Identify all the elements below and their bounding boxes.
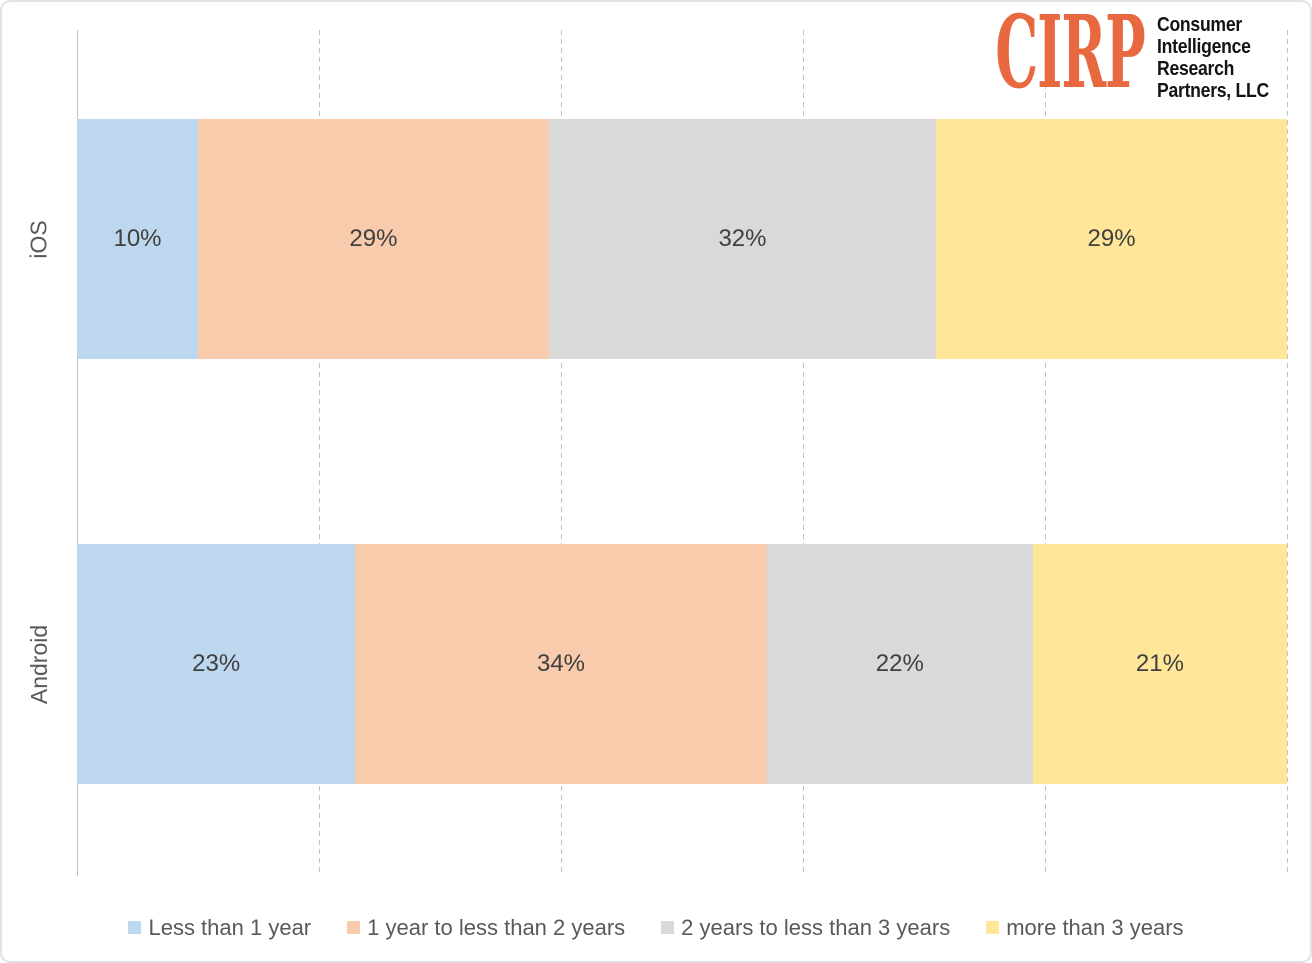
legend-label: Less than 1 year [148,915,312,940]
cirp-logo-company-line: Research [1156,58,1234,80]
cirp-logo-company-name: Consumer Intelligence Research Partners,… [1157,14,1269,102]
bar-value-label: 23% [192,650,241,677]
cirp-logo-company-line: Intelligence [1156,36,1251,58]
legend: Less than 1 year 1 year to less than 2 ye… [2,910,1310,946]
category-label-ios: iOS [2,119,77,359]
bar-segment-android-more-than-3-years: 21% [1032,544,1287,784]
category-axis-line [77,30,78,876]
gridline-40 [561,30,562,876]
legend-label: 1 year to less than 2 years [367,915,626,940]
cirp-logo-company-line: Partners, LLC [1156,80,1269,102]
legend-item-less-than-1-year: Less than 1 year [128,915,311,941]
bar-segment-android-less-than-1-year: 23% [77,544,356,784]
bar-segment-android-1-year-to-less-than-2-years: 34% [355,544,767,784]
bar-value-label: 21% [1135,650,1184,677]
bar-segment-ios-less-than-1-year: 10% [77,119,198,359]
cirp-logo-wordmark: CIRP [995,0,1145,111]
legend-marker-icon [347,920,361,934]
bar-value-label: 29% [1087,225,1136,252]
legend-item-more-than-3-years: more than 3 years [986,915,1184,941]
bar-value-label: 10% [113,225,162,252]
bar-android: 23% 34% 22% 21% [77,544,1287,784]
bar-ios: 10% 29% 32% 29% [77,119,1287,359]
legend-item-2-years-to-less-than-3-years: 2 years to less than 3 years [661,915,950,941]
legend-item-1-year-to-less-than-2-years: 1 year to less than 2 years [347,915,625,941]
bar-value-label: 29% [349,225,398,252]
gridline-60 [803,30,804,876]
bar-segment-ios-2-years-to-less-than-3-years: 32% [548,119,937,359]
gridline-100 [1287,30,1288,876]
category-label-text: iOS [26,219,52,259]
legend-label: more than 3 years [1006,915,1184,940]
bar-segment-ios-more-than-3-years: 29% [936,119,1287,359]
cirp-logo-company-line: Consumer [1156,14,1242,36]
bar-segment-android-2-years-to-less-than-3-years: 22% [766,544,1033,784]
gridline-80 [1045,30,1046,876]
cirp-logo: CIRP Consumer Intelligence Research Part… [868,2,1284,102]
gridline-20 [319,30,320,876]
legend-marker-icon [986,920,1000,934]
category-label-text: Android [26,624,52,704]
bar-segment-ios-1-year-to-less-than-2-years: 29% [198,119,549,359]
bar-value-label: 34% [536,650,586,677]
bar-value-label: 22% [875,650,924,677]
legend-label: 2 years to less than 3 years [681,915,951,940]
category-label-android: Android [2,544,77,784]
bar-value-label: 32% [718,225,767,252]
legend-marker-icon [128,920,142,934]
legend-marker-icon [661,920,675,934]
